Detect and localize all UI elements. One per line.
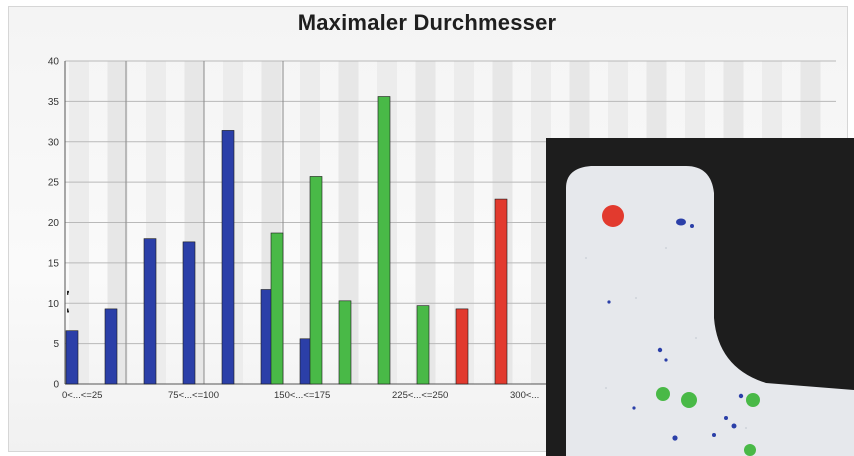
micrograph-specimen bbox=[566, 166, 854, 456]
bar bbox=[416, 305, 430, 385]
green-particles bbox=[656, 387, 760, 456]
y-tick-label: 0 bbox=[53, 380, 59, 391]
blue-particles bbox=[607, 218, 744, 441]
x-tick-label: 300<... bbox=[510, 390, 539, 401]
x-tick-label: 75<...<=100 bbox=[168, 390, 219, 401]
bar bbox=[338, 300, 352, 385]
y-tick-label: 35 bbox=[48, 97, 60, 108]
bar bbox=[455, 308, 469, 385]
bar bbox=[309, 176, 323, 385]
x-tick-label: 225<...<=250 bbox=[392, 390, 448, 401]
bar bbox=[104, 308, 118, 385]
y-tick-label: 30 bbox=[48, 137, 60, 148]
bar bbox=[65, 330, 79, 385]
micrograph-svg bbox=[566, 166, 854, 456]
red-particle bbox=[602, 205, 624, 227]
bar bbox=[143, 238, 157, 385]
bar bbox=[182, 241, 196, 385]
y-tick-label: 25 bbox=[48, 178, 60, 189]
bar bbox=[221, 130, 235, 385]
bar bbox=[377, 96, 391, 385]
y-tick-label: 10 bbox=[48, 299, 60, 310]
bar bbox=[270, 232, 284, 385]
y-tick-label: 5 bbox=[53, 339, 59, 350]
y-tick-label: 40 bbox=[48, 57, 60, 68]
y-tick-label: 15 bbox=[48, 258, 60, 269]
bar bbox=[494, 198, 508, 385]
x-tick-label: 0<...<=25 bbox=[62, 390, 102, 401]
y-tick-label: 20 bbox=[48, 218, 60, 229]
micrograph-image bbox=[546, 138, 854, 456]
x-tick-label: 150<...<=175 bbox=[274, 390, 330, 401]
chart-title: Maximaler Durchmesser bbox=[297, 10, 557, 35]
